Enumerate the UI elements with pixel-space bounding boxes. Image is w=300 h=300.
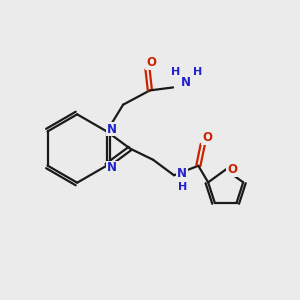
Text: N: N — [107, 161, 117, 175]
Text: N: N — [181, 76, 190, 88]
Text: O: O — [146, 56, 156, 69]
Text: H: H — [171, 67, 181, 77]
Text: N: N — [177, 167, 187, 180]
Text: O: O — [202, 131, 212, 144]
Text: O: O — [227, 163, 237, 176]
Text: H: H — [193, 67, 202, 77]
Text: H: H — [178, 182, 187, 192]
Text: N: N — [107, 122, 117, 136]
